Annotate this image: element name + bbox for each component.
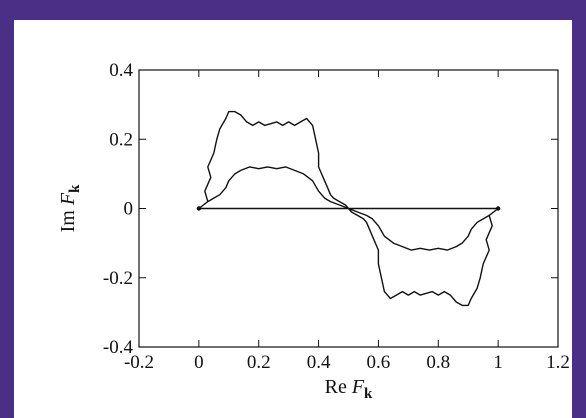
x-tick-label: 0.8 xyxy=(426,352,450,373)
x-tick-label: 1 xyxy=(493,352,503,373)
figure-panel: -0.2 0 0.2 0.4 0.6 0.8 1 1.2 -0.4 -0.2 0 0.2 0.4 Re… xyxy=(14,20,572,418)
x-axis-label-var: F xyxy=(351,376,365,398)
series-line-1 xyxy=(198,110,350,210)
x-tick-label: 0 xyxy=(194,352,204,373)
y-axis-label-sub: k xyxy=(67,184,83,193)
series-line-2 xyxy=(347,207,499,307)
y-tick-labels: -0.4 -0.2 0 0.2 0.4 xyxy=(103,60,134,358)
series-1-start-point xyxy=(196,206,202,211)
y-axis-label-main: Im xyxy=(57,205,79,232)
y-tick-label: -0.4 xyxy=(103,337,134,358)
tick-marks xyxy=(138,69,559,348)
series-2-start-point xyxy=(495,206,501,211)
x-axis-label-main: Re xyxy=(325,376,352,398)
x-tick-labels: -0.2 0 0.2 0.4 0.6 0.8 1 1.2 xyxy=(124,352,570,373)
y-tick-label: 0 xyxy=(124,199,134,220)
x-tick-label: 0.4 xyxy=(307,352,331,373)
x-tick-label: -0.2 xyxy=(124,352,154,373)
y-tick-label: 0.4 xyxy=(109,60,133,81)
y-axis-label: Im Fk xyxy=(57,184,83,232)
x-tick-label: 0.6 xyxy=(367,352,391,373)
x-axis-label: Re Fk xyxy=(325,376,373,402)
y-tick-label: -0.2 xyxy=(103,268,133,289)
x-axis-label-sub: k xyxy=(364,386,373,402)
x-tick-label: 0.2 xyxy=(247,352,271,373)
plot-marks xyxy=(196,110,501,307)
line-chart: -0.2 0 0.2 0.4 0.6 0.8 1 1.2 -0.4-0.200.20.4 Re… xyxy=(57,60,570,402)
y-axis-label-var: F xyxy=(57,192,79,206)
y-tick-label: 0.2 xyxy=(109,129,133,150)
x-tick-label: 1.2 xyxy=(546,352,570,373)
